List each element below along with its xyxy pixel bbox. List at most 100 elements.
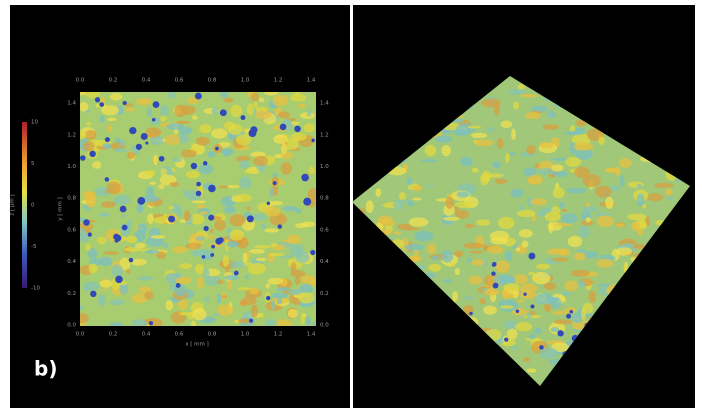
texture-blob <box>305 317 311 326</box>
texture-blob <box>614 167 620 176</box>
pit <box>129 258 134 263</box>
texture-blob <box>97 237 107 245</box>
texture-blob <box>158 184 164 189</box>
texture-blob <box>489 288 493 292</box>
pit <box>492 262 497 267</box>
x-tick-label-bottom: 0.0 <box>76 332 85 338</box>
texture-blob <box>251 305 258 318</box>
texture-blob <box>144 250 159 254</box>
texture-blob <box>517 299 524 303</box>
texture-blob <box>291 133 307 141</box>
texture-blob <box>565 157 581 167</box>
texture-blob <box>300 284 314 294</box>
texture-blob <box>207 151 216 158</box>
texture-blob <box>428 264 441 272</box>
texture-blob <box>272 95 288 107</box>
texture-blob <box>227 185 240 189</box>
y-tick-label-left: 1.4 <box>67 101 76 107</box>
texture-blob <box>236 134 251 145</box>
texture-blob <box>224 275 239 280</box>
texture-blob <box>455 268 460 275</box>
texture-blob <box>86 122 91 126</box>
texture-blob <box>264 207 281 217</box>
texture-blob <box>544 282 557 290</box>
texture-blob <box>107 181 121 194</box>
texture-blob <box>224 206 236 213</box>
texture-blob <box>456 210 469 219</box>
texture-blob <box>467 258 472 263</box>
colorbar-tick-label: 10 <box>31 120 38 126</box>
texture-blob <box>499 275 516 284</box>
texture-blob <box>490 231 510 242</box>
texture-blob <box>483 306 497 315</box>
x-tick-label-bottom: 0.4 <box>142 332 151 338</box>
texture-blob <box>460 156 472 166</box>
texture-blob <box>86 195 96 208</box>
texture-blob <box>406 177 412 185</box>
colorbar <box>22 122 27 288</box>
texture-blob <box>99 257 113 267</box>
pit <box>234 271 239 276</box>
texture-blob <box>565 280 579 291</box>
texture-blob <box>523 315 541 318</box>
texture-blob <box>507 329 518 340</box>
texture-blob <box>412 198 421 201</box>
texture-blob <box>496 260 510 273</box>
texture-blob <box>581 207 599 212</box>
pit <box>569 310 573 314</box>
texture-blob <box>200 211 208 214</box>
pit <box>105 137 110 142</box>
texture-blob <box>217 304 233 316</box>
texture-blob <box>628 181 644 187</box>
texture-blob <box>523 357 530 362</box>
texture-blob <box>393 231 401 234</box>
colorbar-tick-label: -5 <box>31 244 37 250</box>
texture-blob <box>101 105 119 115</box>
pit <box>210 253 214 257</box>
texture-blob <box>527 368 537 372</box>
pit <box>249 319 253 323</box>
texture-blob <box>574 253 585 261</box>
texture-blob <box>479 298 486 304</box>
pit <box>208 185 216 193</box>
texture-blob <box>165 300 173 310</box>
texture-blob <box>616 247 632 255</box>
texture-blob <box>553 171 568 178</box>
texture-blob <box>413 185 422 191</box>
pit <box>105 177 109 181</box>
texture-blob <box>98 213 111 217</box>
texture-blob <box>282 206 297 211</box>
pit <box>123 101 127 105</box>
texture-blob <box>126 236 138 243</box>
texture-blob <box>208 234 213 241</box>
x-tick-label-bottom: 0.2 <box>109 332 118 338</box>
pit <box>149 321 153 325</box>
pit <box>208 215 214 221</box>
texture-blob <box>271 243 278 248</box>
texture-blob <box>290 94 306 102</box>
pit <box>83 219 89 225</box>
texture-blob <box>273 135 288 144</box>
texture-blob <box>125 108 136 112</box>
pit <box>247 215 254 222</box>
texture-blob <box>136 98 151 105</box>
texture-blob <box>82 281 99 290</box>
texture-blob <box>482 171 491 182</box>
texture-blob <box>595 186 611 198</box>
texture-blob <box>102 143 111 149</box>
texture-blob <box>295 277 301 285</box>
x-tick-label-top: 0.6 <box>175 78 184 84</box>
texture-blob <box>177 300 187 310</box>
texture-blob <box>508 89 525 95</box>
texture-blob <box>224 98 234 103</box>
texture-blob <box>605 197 614 209</box>
y-tick-label-right: 0.4 <box>320 259 329 265</box>
pit <box>129 127 136 134</box>
colorbar-label: z [ µm ] <box>10 194 16 215</box>
y-tick-label-right: 0.0 <box>320 323 329 329</box>
pit <box>301 174 309 182</box>
texture-blob <box>192 115 198 120</box>
texture-blob <box>525 112 541 119</box>
pit <box>99 102 104 107</box>
texture-blob <box>181 149 197 157</box>
